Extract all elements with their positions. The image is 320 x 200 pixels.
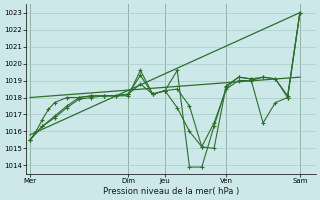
X-axis label: Pression niveau de la mer( hPa ): Pression niveau de la mer( hPa ) [103,187,239,196]
